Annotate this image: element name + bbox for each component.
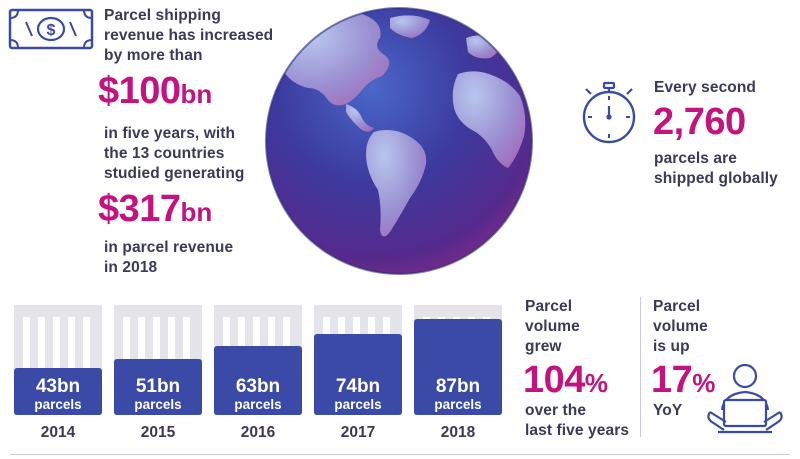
bar-2017	[314, 334, 402, 415]
revenue-text-line-3: by more than	[104, 47, 203, 64]
yoy-number: 17	[651, 359, 693, 401]
revenue-text-line-1: Parcel shipping	[104, 7, 221, 24]
per-second-line-1: Every second	[654, 79, 757, 96]
volume-growth-unit: %	[584, 368, 609, 398]
bar-label: 74bn parcels	[314, 376, 402, 413]
revenue-text-line-8: in 2018	[104, 259, 158, 276]
revenue-total-unit: bn	[180, 197, 213, 227]
section-divider	[640, 297, 641, 437]
banknote-icon: $	[8, 8, 94, 50]
revenue-text-line-5: the 13 countries	[104, 145, 225, 162]
volume-growth-line-3: grew	[525, 338, 562, 355]
bar-value-label: 74bn	[335, 376, 381, 397]
year-tick-label: 2015	[140, 424, 176, 441]
bar-label: 87bn parcels	[414, 376, 502, 413]
bar-value-label: 63bn	[235, 376, 281, 397]
yoy-line-3: is up	[653, 338, 690, 355]
per-second-number: 2,760	[653, 101, 746, 143]
revenue-increase-value: $100bn	[98, 72, 212, 110]
globe-illustration	[265, 7, 533, 275]
revenue-increase-number: $100	[98, 70, 181, 112]
per-second-value: 2,760	[653, 103, 746, 141]
bar-value-label: 51bn	[135, 376, 181, 397]
per-second-line-2: parcels are	[654, 150, 737, 167]
bar-value-label: 43bn	[35, 376, 81, 397]
per-second-line-3: shipped globally	[654, 170, 778, 187]
revenue-total-value: $317bn	[98, 190, 212, 228]
volume-growth-number: 104	[523, 359, 585, 401]
revenue-total-number: $317	[98, 188, 181, 230]
yoy-line-1: Parcel	[653, 298, 701, 315]
bar-2018	[414, 319, 502, 415]
yoy-line-4: YoY	[653, 402, 683, 419]
bar-unit-label: parcels	[134, 397, 182, 412]
year-tick-label: 2014	[40, 424, 76, 441]
bar-2016	[214, 346, 302, 415]
svg-text:$: $	[47, 22, 56, 39]
yoy-unit: %	[692, 368, 716, 398]
volume-growth-line-5: last five years	[525, 422, 630, 439]
revenue-text-line-6: studied generating	[104, 165, 245, 182]
bottom-rule	[10, 454, 790, 455]
bar-unit-label: parcels	[434, 397, 482, 412]
year-tick-label: 2017	[340, 424, 376, 441]
volume-growth-line-2: volume	[525, 318, 580, 335]
bar-2014	[14, 368, 102, 415]
volume-growth-line-1: Parcel	[525, 298, 573, 315]
year-tick-label: 2018	[440, 424, 476, 441]
yoy-value: 17%	[651, 361, 715, 399]
stopwatch-icon	[582, 81, 636, 144]
yoy-line-2: volume	[653, 318, 708, 335]
bar-label: 51bn parcels	[114, 376, 202, 413]
volume-growth-value: 104%	[523, 361, 608, 399]
revenue-increase-unit: bn	[180, 79, 213, 109]
bar-value-label: 87bn	[435, 376, 481, 397]
person-laptop-icon	[707, 363, 783, 434]
bar-label: 43bn parcels	[14, 376, 102, 413]
bar-label: 63bn parcels	[214, 376, 302, 413]
bar-unit-label: parcels	[334, 397, 382, 412]
bar-unit-label: parcels	[234, 397, 282, 412]
volume-growth-line-4: over the	[525, 402, 587, 419]
revenue-text-line-4: in five years, with	[104, 125, 236, 142]
bar-unit-label: parcels	[34, 397, 82, 412]
revenue-text-line-7: in parcel revenue	[104, 239, 234, 256]
bar-2015	[114, 359, 202, 415]
year-tick-label: 2016	[240, 424, 276, 441]
revenue-text-line-2: revenue has increased	[104, 27, 274, 44]
